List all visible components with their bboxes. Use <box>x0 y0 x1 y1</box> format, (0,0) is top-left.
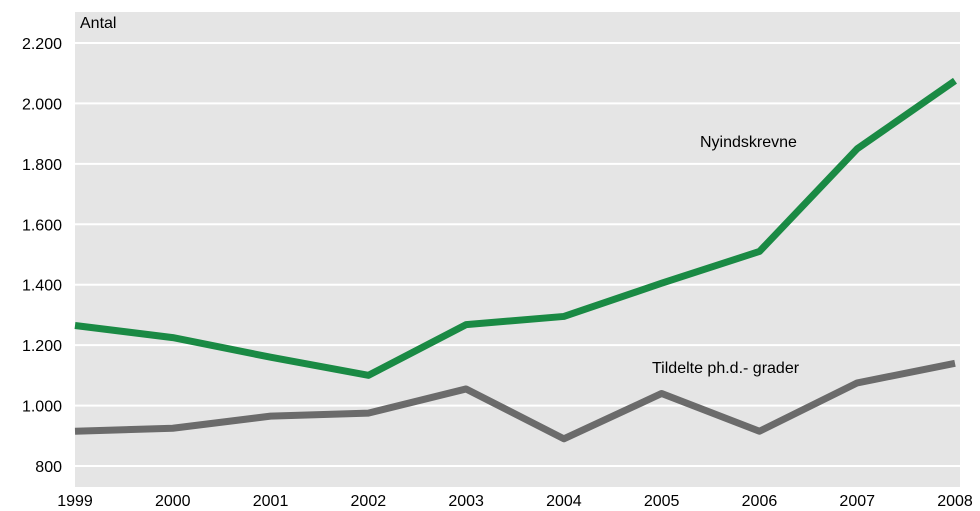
series-label-tildelte: Tildelte ph.d.- grader <box>652 360 800 377</box>
y-tick-label: 800 <box>35 459 62 476</box>
y-tick-label: 1.800 <box>22 157 62 174</box>
y-tick-label: 2.000 <box>22 96 62 113</box>
series-label-nyindskrevne: Nyindskrevne <box>700 134 797 151</box>
y-tick-label: 2.200 <box>22 36 62 53</box>
x-tick-label: 2003 <box>448 493 484 510</box>
y-tick-label: 1.000 <box>22 399 62 416</box>
y-axis-ticks: 800 1.000 1.200 1.400 1.600 1.800 2.000 2.200 <box>22 36 62 476</box>
y-tick-label: 1.200 <box>22 338 62 355</box>
x-tick-label: 2002 <box>351 493 387 510</box>
y-tick-label: 1.600 <box>22 217 62 234</box>
x-tick-label: 2001 <box>253 493 289 510</box>
x-axis-ticks: 1999 2000 2001 2002 2003 2004 2005 2006 2007 2008 <box>57 493 973 510</box>
x-tick-label: 1999 <box>57 493 93 510</box>
series-line-0 <box>74 77 957 379</box>
x-tick-label: 2005 <box>644 493 680 510</box>
x-tick-label: 2006 <box>742 493 778 510</box>
x-tick-label: 2008 <box>937 493 973 510</box>
series-lines <box>74 77 957 443</box>
x-tick-label: 2007 <box>839 493 875 510</box>
y-tick-label: 1.400 <box>22 278 62 295</box>
x-tick-label: 2004 <box>546 493 582 510</box>
series-line-1 <box>74 359 956 443</box>
y-axis-label: Antal <box>80 15 116 32</box>
x-tick-label: 2000 <box>155 493 191 510</box>
